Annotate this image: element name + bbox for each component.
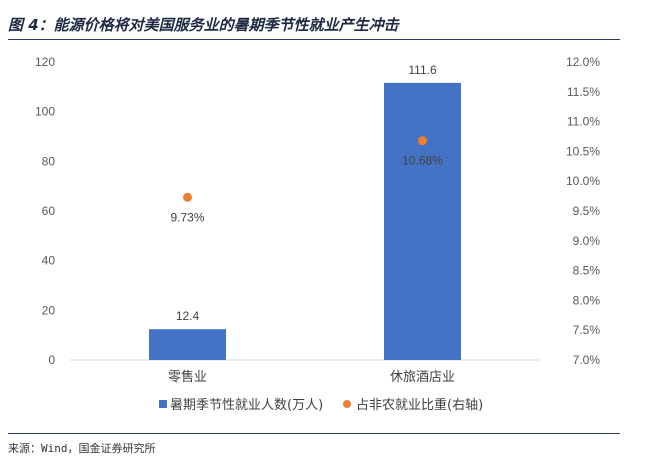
y2-tick-label: 9.0% — [573, 234, 601, 248]
y2-tick-label: 7.0% — [573, 353, 601, 367]
footer-rule — [8, 433, 620, 434]
category-labels: 零售业 休旅酒店业 — [168, 369, 455, 385]
legend-bar-label: 暑期季节性就业人数(万人) — [170, 398, 323, 413]
legend: 暑期季节性就业人数(万人) 占非农就业比重(右轴) — [159, 397, 483, 413]
point-value-label: 9.73% — [170, 210, 204, 224]
category-label: 零售业 — [168, 369, 207, 385]
chart: 0 20 40 60 80 100 120 7.0% 7.5% 8.0% 8.5% 9.0% 9.5%… — [35, 55, 600, 413]
point-value-label: 10.68% — [402, 154, 443, 168]
legend-point-label: 占非农就业比重(右轴) — [356, 397, 483, 413]
y-tick-label: 0 — [48, 353, 55, 367]
left-axis: 0 20 40 60 80 100 120 — [35, 55, 55, 367]
legend-point-swatch — [343, 400, 351, 408]
scatter-series: 9.73% 10.68% — [170, 136, 443, 224]
y2-tick-label: 11.0% — [567, 115, 600, 129]
y2-tick-label: 10.0% — [566, 174, 600, 188]
scatter-point — [183, 192, 192, 202]
y2-tick-label: 7.5% — [573, 323, 601, 337]
y2-tick-label: 12.0% — [566, 55, 600, 69]
title-rule — [8, 39, 620, 40]
y-tick-label: 40 — [42, 254, 56, 268]
category-label: 休旅酒店业 — [390, 370, 455, 385]
scatter-point — [418, 136, 427, 146]
y2-tick-label: 8.5% — [573, 264, 601, 278]
bar — [149, 329, 226, 360]
y-tick-label: 60 — [42, 204, 56, 218]
y-tick-label: 80 — [42, 154, 56, 168]
chart-title: 图 4：能源价格将对美国服务业的暑期季节性就业产生冲击 — [8, 16, 399, 34]
source-note: 来源：Wind，国金证券研究所 — [8, 442, 156, 455]
bar-value-label: 12.4 — [176, 309, 200, 323]
bar-series: 12.4 111.6 — [149, 63, 461, 361]
right-axis: 7.0% 7.5% 8.0% 8.5% 9.0% 9.5% 10.0% 10.5% 11.0% 1… — [566, 55, 600, 367]
legend-bar-swatch — [159, 400, 167, 408]
y-tick-label: 120 — [35, 55, 55, 69]
y-tick-label: 20 — [42, 303, 56, 317]
bar — [384, 82, 461, 361]
y2-tick-label: 11.5% — [567, 85, 600, 99]
y2-tick-label: 8.0% — [573, 293, 601, 307]
bar-value-label: 111.6 — [408, 63, 437, 77]
y-tick-label: 100 — [35, 105, 55, 119]
y2-tick-label: 9.5% — [573, 204, 601, 218]
y2-tick-label: 10.5% — [566, 144, 600, 158]
